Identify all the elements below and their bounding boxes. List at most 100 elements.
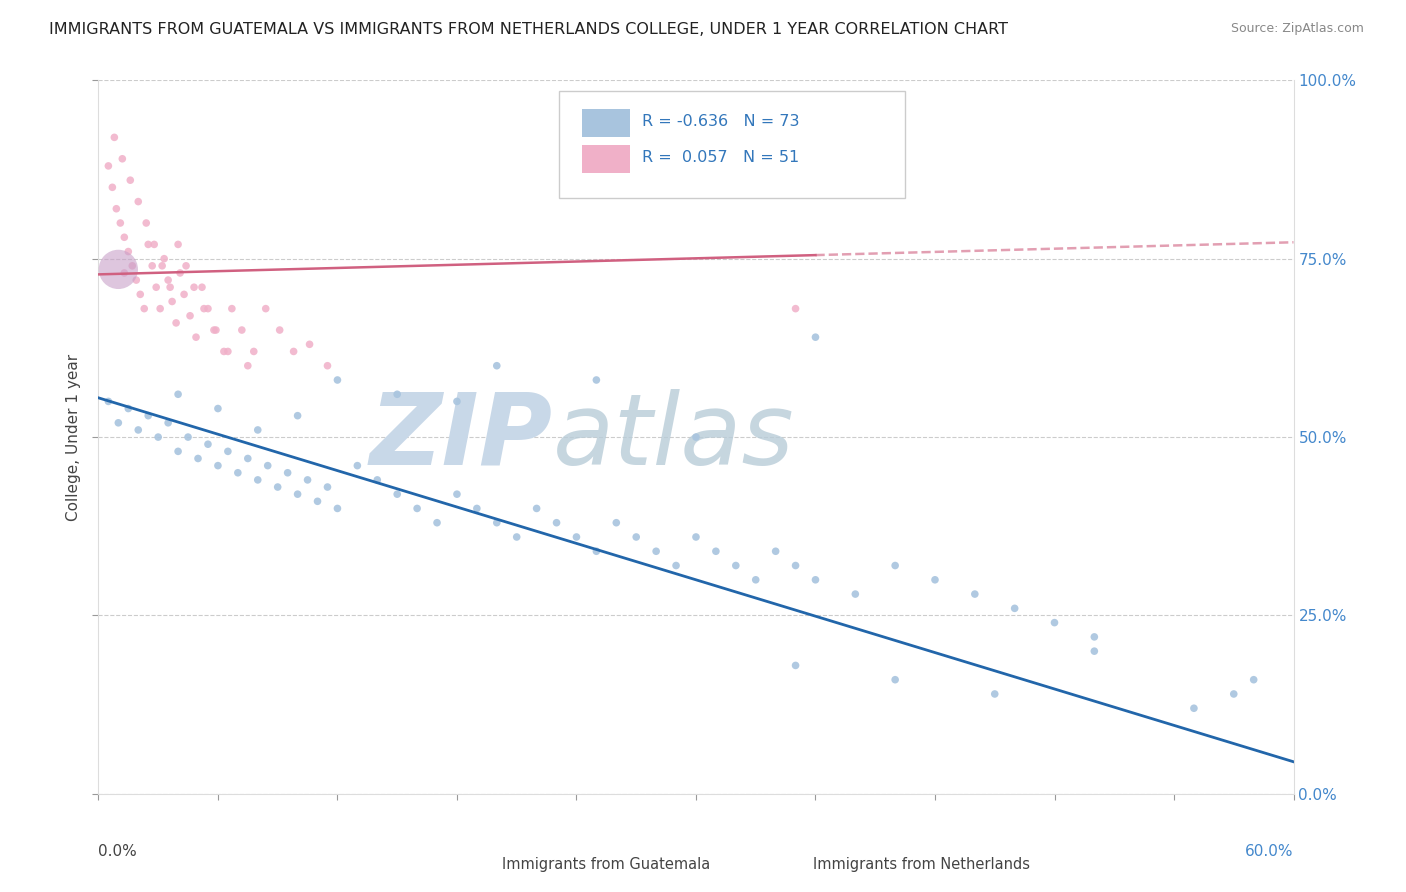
Point — [167, 387, 190, 401]
Point — [207, 401, 229, 416]
Point — [585, 373, 607, 387]
Point — [277, 466, 299, 480]
Point — [236, 451, 259, 466]
Point — [150, 259, 173, 273]
Point — [1223, 687, 1246, 701]
Point — [157, 416, 180, 430]
Point — [1043, 615, 1066, 630]
Point — [110, 216, 132, 230]
Point — [924, 573, 946, 587]
Point — [117, 244, 139, 259]
Point — [167, 237, 190, 252]
Point — [1182, 701, 1205, 715]
Point — [221, 301, 243, 316]
Point — [724, 558, 747, 573]
Point — [485, 359, 508, 373]
Point — [1004, 601, 1026, 615]
Point — [121, 259, 143, 273]
Point — [1083, 644, 1105, 658]
Text: IMMIGRANTS FROM GUATEMALA VS IMMIGRANTS FROM NETHERLANDS COLLEGE, UNDER 1 YEAR C: IMMIGRANTS FROM GUATEMALA VS IMMIGRANTS … — [49, 22, 1008, 37]
Point — [112, 266, 135, 280]
Bar — [582, 145, 630, 173]
Point — [105, 202, 128, 216]
Text: atlas: atlas — [553, 389, 794, 485]
Point — [236, 359, 259, 373]
Point — [107, 416, 129, 430]
Point — [785, 301, 807, 316]
Point — [704, 544, 727, 558]
Point — [136, 237, 159, 252]
Point — [385, 387, 409, 401]
Point — [287, 409, 309, 423]
Point — [97, 159, 120, 173]
Point — [804, 330, 827, 344]
Point — [283, 344, 305, 359]
Point — [112, 230, 135, 244]
Point — [804, 573, 827, 587]
Bar — [582, 109, 630, 137]
Point — [117, 401, 139, 416]
Point — [626, 530, 648, 544]
Point — [685, 430, 707, 444]
Point — [406, 501, 429, 516]
Point — [1083, 630, 1105, 644]
Point — [426, 516, 449, 530]
Point — [143, 237, 166, 252]
Point — [256, 458, 278, 473]
Point — [326, 501, 349, 516]
Point — [205, 323, 228, 337]
Text: 0.0%: 0.0% — [98, 844, 138, 859]
Point — [765, 544, 787, 558]
Point — [141, 259, 163, 273]
Point — [217, 344, 239, 359]
Point — [217, 444, 239, 458]
Point — [446, 487, 468, 501]
Point — [174, 259, 197, 273]
Point — [605, 516, 627, 530]
Bar — [457, 856, 494, 872]
Point — [193, 301, 215, 316]
Point — [785, 558, 807, 573]
Point — [298, 337, 321, 351]
Point — [984, 687, 1007, 701]
Point — [446, 394, 468, 409]
Point — [785, 658, 807, 673]
Point — [167, 444, 190, 458]
Point — [267, 480, 290, 494]
Point — [184, 330, 207, 344]
Point — [127, 194, 149, 209]
Point — [129, 287, 152, 301]
Point — [111, 152, 134, 166]
Point — [134, 301, 156, 316]
Bar — [768, 856, 804, 872]
Point — [202, 323, 225, 337]
Point — [645, 544, 668, 558]
Point — [307, 494, 329, 508]
Point — [884, 673, 907, 687]
Point — [145, 280, 167, 294]
Text: ZIP: ZIP — [370, 389, 553, 485]
Point — [107, 262, 129, 277]
Point — [243, 344, 266, 359]
Point — [326, 373, 349, 387]
Point — [585, 544, 607, 558]
Point — [148, 430, 170, 444]
Point — [120, 173, 142, 187]
Point — [465, 501, 488, 516]
Point — [135, 216, 157, 230]
FancyBboxPatch shape — [558, 91, 905, 198]
Text: Source: ZipAtlas.com: Source: ZipAtlas.com — [1230, 22, 1364, 36]
Point — [169, 266, 191, 280]
Text: R = -0.636   N = 73: R = -0.636 N = 73 — [643, 114, 800, 129]
Point — [297, 473, 319, 487]
Point — [1243, 673, 1265, 687]
Point — [963, 587, 986, 601]
Point — [165, 316, 187, 330]
Point — [246, 423, 269, 437]
Point — [745, 573, 768, 587]
Point — [385, 487, 409, 501]
Point — [177, 430, 200, 444]
Text: R =  0.057   N = 51: R = 0.057 N = 51 — [643, 150, 800, 165]
Point — [207, 458, 229, 473]
Point — [254, 301, 277, 316]
